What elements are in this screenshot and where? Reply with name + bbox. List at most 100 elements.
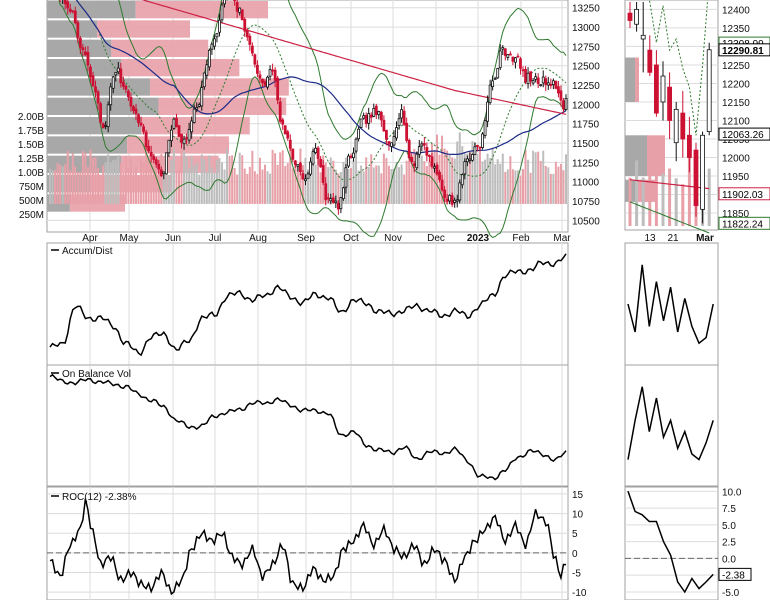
candle-body — [387, 141, 391, 145]
roc-tick-label: -10 — [572, 588, 587, 599]
accum-dist-title: Accum/Dist — [62, 246, 113, 257]
volume-bar — [329, 157, 332, 204]
vbp-up-bar — [47, 1, 136, 19]
volume-bar — [372, 167, 375, 204]
candle-body — [521, 69, 525, 72]
candle-body — [286, 131, 290, 139]
month-label: Jul — [209, 233, 222, 244]
candle-body — [324, 183, 328, 201]
candle-body — [486, 101, 489, 122]
candle-body — [529, 71, 532, 82]
candle-body — [395, 127, 398, 139]
volume-bar — [223, 169, 226, 204]
volume-axis: 250M 500M 750M 1.00B 1.25B 1.50B 1.75B 2.00B — [18, 112, 44, 221]
zoom-candle-body — [673, 108, 679, 144]
candle-body — [546, 82, 550, 86]
volume-bar — [119, 162, 122, 204]
volume-bar — [236, 174, 239, 204]
volume-bar — [233, 167, 236, 204]
volume-bar — [509, 156, 512, 204]
zoom-price-tick-label: 11850 — [722, 209, 750, 220]
volume-bar — [117, 155, 120, 204]
zoom-candle-body — [687, 134, 692, 158]
zoom-volume-bar — [661, 173, 665, 226]
volume-bar — [109, 162, 112, 204]
candle-body — [81, 47, 85, 51]
candle-body — [314, 147, 317, 153]
volume-bar — [476, 154, 479, 204]
candle-body — [268, 69, 272, 77]
volume-bar — [114, 159, 117, 204]
candle-body — [496, 68, 500, 79]
volume-bar — [253, 171, 256, 204]
candle-body — [473, 146, 477, 155]
candle-body — [233, 0, 237, 1]
volume-bar — [205, 171, 208, 204]
volume-bar — [319, 172, 322, 204]
zoom-price-tick-label: 12200 — [722, 79, 750, 90]
candle-body — [385, 129, 388, 140]
candle-body — [481, 133, 484, 149]
volume-bar — [296, 164, 299, 204]
roc-line — [49, 498, 567, 596]
candle-body — [245, 30, 249, 38]
volume-bar — [395, 162, 398, 204]
candle-body — [400, 109, 403, 119]
volume-bar — [415, 151, 418, 204]
volume-bar — [238, 152, 241, 204]
candle-body — [304, 178, 307, 182]
volume-bar — [466, 153, 469, 204]
volume-bar — [231, 155, 234, 204]
zoom-candle-body — [706, 49, 712, 132]
candle-body — [215, 33, 219, 38]
volume-bar — [393, 168, 395, 204]
candle-body — [536, 77, 540, 84]
candle-body — [218, 19, 221, 33]
bollinger-upper — [118, 0, 567, 140]
candle-body — [422, 143, 426, 146]
volume-bar — [479, 148, 481, 204]
month-label: Apr — [82, 233, 98, 244]
month-label: Feb — [512, 233, 530, 244]
volume-bar — [281, 150, 284, 204]
candle-body — [101, 123, 105, 129]
volume-bar — [448, 154, 451, 204]
volume-bar — [425, 166, 428, 204]
candle-body — [240, 9, 244, 21]
candle-body — [344, 167, 348, 188]
volume-bar — [165, 163, 168, 204]
zoom-volume-bar — [635, 160, 639, 226]
volume-bar — [377, 165, 380, 204]
candle-body — [288, 139, 292, 149]
volume-bar — [499, 163, 502, 204]
volume-bar — [334, 169, 337, 204]
volume-bar — [203, 159, 206, 204]
zoom-price-tick-label: 12000 — [722, 154, 750, 165]
volume-bar — [221, 162, 223, 204]
accum-dist-panel: Accum/Dist — [46, 242, 569, 366]
obv-title: On Balance Vol — [62, 369, 131, 380]
price-axis: 10500 10750 11000 11250 11500 11750 12000 12250… — [572, 4, 600, 228]
candle-body — [114, 72, 118, 76]
volume-bar — [71, 153, 74, 204]
vbp-down-bar — [141, 117, 250, 135]
candle-body — [202, 72, 206, 88]
candle-body — [407, 139, 411, 159]
candle-body — [86, 52, 90, 66]
candle-body — [465, 158, 469, 163]
candle-body — [463, 161, 467, 175]
volume-tick-label: 500M — [19, 196, 44, 207]
candle-body — [250, 45, 254, 54]
volume-tick-label: 1.75B — [18, 126, 44, 137]
vbp-up-bar — [47, 20, 98, 38]
candle-body — [458, 182, 462, 201]
month-label: Dec — [427, 233, 445, 244]
volume-bar — [380, 173, 383, 204]
zoom-price-callout: 11902.03 — [722, 190, 763, 201]
candle-body — [296, 164, 300, 167]
volume-bar — [264, 164, 266, 204]
price-tick-label: 11000 — [572, 178, 600, 189]
volume-bar — [385, 158, 388, 204]
volume-bar — [468, 151, 471, 204]
